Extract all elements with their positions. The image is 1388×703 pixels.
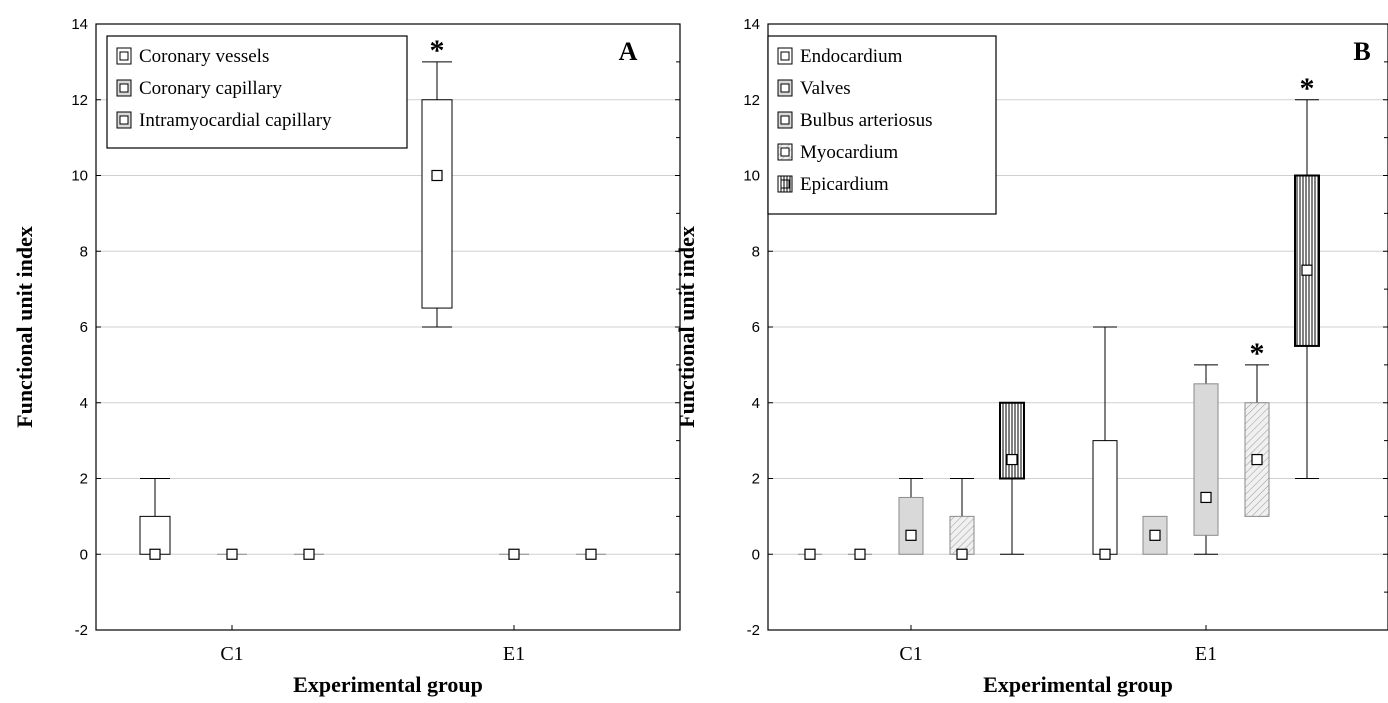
y-tick-label: 10 [743, 168, 760, 185]
median-marker [1006, 453, 1018, 466]
box-body [949, 515, 975, 555]
panel-label: A [619, 37, 638, 66]
legend-label: Endocardium [800, 46, 903, 67]
legend-label: Intramyocardial capillary [139, 110, 332, 131]
significance-star: * [1300, 72, 1315, 105]
legend-marker [780, 83, 790, 93]
y-tick-label: 6 [752, 319, 760, 336]
y-tick-label: 4 [752, 395, 760, 412]
x-axis-label: Experimental group [293, 672, 483, 697]
legend-marker [119, 83, 129, 93]
box-epicardium-c1 [999, 401, 1025, 555]
significance-star: * [430, 34, 445, 67]
median-marker [1301, 264, 1313, 276]
y-tick-label: -2 [75, 622, 88, 639]
median-marker [804, 548, 816, 560]
panel-b: -2 0 2 4 6 8 10 12 14 C1 E1 Experimental group Funct… [674, 16, 1388, 697]
panel-label: B [1353, 37, 1370, 66]
box-endocardium-c1 [798, 548, 822, 560]
legend-marker [780, 147, 790, 157]
box-intramyocardial-capillary-c1 [294, 548, 324, 560]
y-tick-label: 12 [71, 92, 88, 109]
box-body [1092, 440, 1118, 555]
median-marker [508, 548, 520, 560]
legend: Coronary vessels Coronary capillary Intram… [106, 35, 408, 149]
y-axis-label: Functional unit index [674, 226, 699, 428]
median-marker [226, 548, 238, 560]
y-tick-label: 10 [71, 168, 88, 185]
y-tick-label: 6 [80, 319, 88, 336]
box-myocardium-c1 [949, 478, 975, 560]
box-body [898, 496, 924, 555]
legend-swatch [777, 175, 793, 193]
box-coronary-vessels-c1 [139, 478, 171, 560]
box-epicardium-e1: * [1294, 72, 1320, 479]
y-tick-label: 14 [71, 16, 88, 33]
median-marker [1251, 453, 1263, 466]
legend-marker [780, 51, 790, 61]
legend-frame [106, 35, 408, 149]
y-axis-label: Functional unit index [12, 226, 37, 428]
y-tick-label: 0 [752, 546, 760, 563]
median-marker [149, 548, 161, 560]
y-tick-label: 8 [752, 243, 760, 260]
median-marker [1099, 548, 1111, 560]
box-body [421, 99, 453, 309]
box-coronary-capillary-c1 [217, 548, 247, 560]
median-marker [431, 169, 443, 182]
box-valves-c1 [848, 548, 872, 560]
legend: Endocardium Valves Bulbus arteriosus Myocar… [767, 35, 997, 215]
legend-frame [767, 35, 997, 215]
box-body [1193, 383, 1219, 536]
legend-label: Valves [800, 78, 851, 99]
median-marker [1200, 491, 1212, 504]
median-marker [854, 548, 866, 560]
median-marker [905, 529, 917, 541]
box-body [139, 515, 171, 555]
box-myocardium-e1: * [1244, 337, 1270, 517]
plot-frame [95, 23, 681, 631]
x-tick-label-e1: E1 [1195, 643, 1217, 665]
legend-label: Myocardium [800, 142, 898, 163]
y-tick-label: -2 [747, 622, 760, 639]
y-tick-label: 2 [80, 471, 88, 488]
legend-label: Coronary vessels [139, 46, 269, 67]
x-tick-label-c1: C1 [899, 643, 922, 665]
legend-label: Bulbus arteriosus [800, 110, 932, 131]
y-tick-label: 2 [752, 471, 760, 488]
x-axis-label: Experimental group [983, 672, 1173, 697]
box-coronary-capillary-e1 [499, 548, 529, 560]
x-tick-label-c1: C1 [220, 643, 243, 665]
box-body [1294, 174, 1320, 347]
y-tick-label: 14 [743, 16, 760, 33]
legend-label: Epicardium [800, 174, 889, 195]
y-tick-label: 4 [80, 395, 88, 412]
legend-label: Coronary capillary [139, 78, 282, 99]
y-tick-label: 8 [80, 243, 88, 260]
box-body [999, 401, 1025, 480]
median-marker [585, 548, 597, 560]
legend-marker [119, 51, 129, 61]
median-marker [1149, 529, 1161, 541]
y-tick-label: 0 [80, 546, 88, 563]
plot-frame [767, 23, 1388, 631]
box-endocardium-e1 [1092, 326, 1118, 560]
legend-marker [119, 115, 129, 125]
significance-star: * [1250, 337, 1265, 370]
legend-marker [780, 115, 790, 125]
box-bulbus-arteriosus-e1 [1193, 364, 1219, 555]
box-intramyocardial-capillary-e1 [576, 548, 606, 560]
legend-marker [780, 179, 790, 189]
box-bulbus-arteriosus-c1 [898, 478, 924, 555]
x-tick-label-e1: E1 [503, 643, 525, 665]
box-coronary-vessels-e1: * [421, 34, 453, 328]
panel-a: -2 0 2 4 6 8 10 12 14 C1 E1 Experimental group Funct… [12, 16, 681, 697]
median-marker [956, 548, 968, 560]
box-valves-e1 [1142, 515, 1168, 555]
median-marker [303, 548, 315, 560]
y-tick-label: 12 [743, 92, 760, 109]
